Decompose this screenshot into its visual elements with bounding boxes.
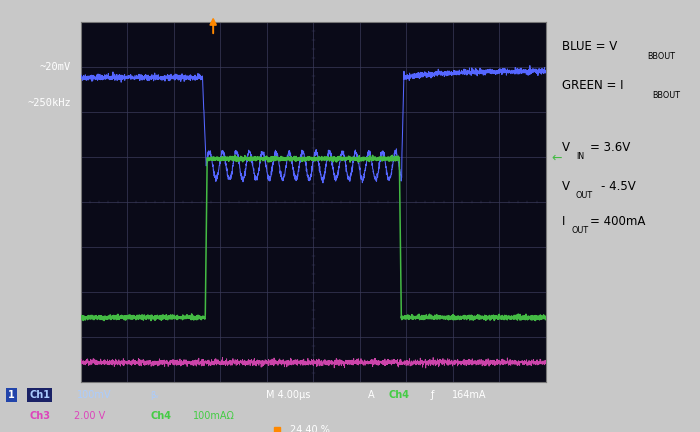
Text: BBOUT: BBOUT (652, 91, 680, 100)
Text: M 4.00μs: M 4.00μs (266, 390, 310, 400)
Text: 100mV: 100mV (77, 390, 111, 400)
Text: 24.40 %: 24.40 % (290, 425, 330, 432)
Text: IN: IN (576, 152, 584, 161)
Text: A: A (368, 390, 374, 400)
Text: 2.00 V: 2.00 V (74, 411, 105, 421)
Text: ~250kHz: ~250kHz (27, 98, 71, 108)
Text: ƒ: ƒ (430, 390, 434, 400)
Text: - 4.5V: - 4.5V (601, 180, 636, 193)
Text: V: V (562, 141, 570, 154)
Text: Ch4: Ch4 (150, 411, 172, 421)
Text: ~20mV: ~20mV (40, 62, 71, 72)
Text: OUT: OUT (572, 226, 589, 235)
Text: βᵥ: βᵥ (150, 391, 160, 400)
Text: 100mAΩ: 100mAΩ (193, 411, 235, 421)
Text: = 400mA: = 400mA (590, 215, 645, 228)
Text: ←: ← (552, 152, 562, 165)
Text: BLUE = V: BLUE = V (562, 40, 617, 53)
Text: GREEN = I: GREEN = I (562, 79, 624, 92)
Text: 164mA: 164mA (452, 390, 486, 400)
Text: = 3.6V: = 3.6V (590, 141, 631, 154)
Text: Ch3: Ch3 (29, 411, 50, 421)
Text: I: I (562, 215, 566, 228)
Text: OUT: OUT (576, 191, 593, 200)
Text: Ch4: Ch4 (389, 390, 410, 400)
Text: V: V (562, 180, 570, 193)
Text: Ch1: Ch1 (29, 390, 50, 400)
Text: 1: 1 (8, 390, 15, 400)
Text: BBOUT: BBOUT (647, 52, 675, 61)
